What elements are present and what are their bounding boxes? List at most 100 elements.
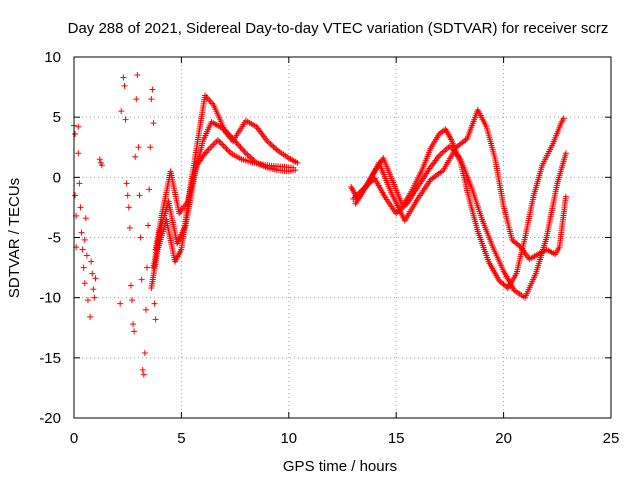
data-point-early-scatter [128, 297, 135, 304]
axis-ticks: 0 5 10 15 20 25 -20 -15 -10 -5 0 5 10 [39, 49, 619, 447]
data-point-early-scatter [123, 180, 130, 187]
x-tick-label: 10 [280, 430, 297, 447]
data-point-early-scatter [80, 264, 87, 271]
data-point-track-5 [437, 151, 444, 158]
y-tick-label: -20 [39, 410, 61, 427]
data-point-track-3 [210, 141, 217, 148]
data-point-track-5 [439, 149, 446, 156]
x-tick-label: 5 [177, 430, 185, 447]
data-point-early-scatter [117, 300, 124, 307]
data-point-early-scatter [81, 280, 88, 287]
data-point-early-scatter [75, 150, 82, 157]
data-point-track-3 [208, 143, 215, 150]
x-tick-label: 20 [495, 430, 512, 447]
data-point-early-scatter [140, 371, 147, 378]
data-points [71, 72, 569, 378]
data-point-early-scatter [139, 366, 146, 373]
data-point-track-5 [440, 148, 447, 155]
data-point-early-scatter [98, 162, 105, 169]
data-point-early-scatter [83, 252, 90, 259]
data-point-early-scatter [127, 282, 134, 289]
plot-frame [73, 56, 612, 419]
data-point-early-scatter [88, 258, 95, 265]
y-tick-label: -5 [48, 230, 61, 247]
data-point-early-scatter [122, 116, 129, 123]
y-tick-label: -10 [39, 290, 61, 307]
data-point-track-2 [268, 142, 275, 149]
data-point-early-scatter [134, 72, 141, 79]
data-point-track-2 [267, 140, 274, 147]
data-point-early-scatter [126, 224, 133, 231]
data-point-early-scatter [76, 180, 83, 187]
data-point-track-2 [270, 143, 277, 150]
data-point-track-3 [290, 164, 297, 171]
data-point-track-6 [562, 193, 569, 200]
data-point-track-1 [237, 144, 244, 151]
data-point-track-5 [442, 147, 449, 154]
x-tick-label: 25 [603, 430, 620, 447]
data-point-early-scatter [84, 297, 91, 304]
data-point-track-1 [238, 145, 245, 152]
data-point-track-3 [219, 141, 226, 148]
data-point-early-scatter [136, 192, 143, 199]
y-tick-label: 0 [53, 169, 61, 186]
data-point-track-2 [294, 159, 301, 166]
data-point-early-scatter [152, 316, 159, 323]
data-point-early-scatter [91, 294, 98, 301]
data-point-early-scatter [92, 275, 99, 282]
data-point-early-scatter [96, 156, 103, 163]
data-point-early-scatter [121, 82, 128, 89]
data-point-early-scatter [141, 350, 148, 357]
data-point-track-3 [205, 146, 212, 153]
y-tick-label: -15 [39, 350, 61, 367]
data-point-early-scatter [81, 236, 88, 243]
data-point-early-scatter [130, 321, 137, 328]
data-point-track-3 [220, 142, 227, 149]
grid-lines [74, 57, 611, 418]
data-point-early-scatter [147, 144, 154, 151]
x-tick-label: 15 [388, 430, 405, 447]
x-tick-label: 0 [70, 430, 78, 447]
data-point-track-1 [244, 151, 251, 158]
data-point-track-3 [216, 138, 223, 145]
data-point-track-3 [223, 145, 230, 152]
chart-title: Day 288 of 2021, Sidereal Day-to-day VTE… [68, 20, 609, 37]
data-point-early-scatter [148, 96, 155, 103]
data-point-track-4 [503, 283, 510, 290]
data-point-track-6 [516, 242, 523, 249]
data-point-early-scatter [144, 264, 151, 271]
data-point-track-2 [265, 139, 272, 146]
data-point-early-scatter [131, 328, 138, 335]
data-point-early-scatter [149, 86, 156, 93]
data-point-track-1 [236, 142, 243, 149]
data-point-early-scatter [75, 123, 82, 130]
data-point-early-scatter [135, 144, 142, 151]
data-point-track-1 [242, 150, 249, 157]
y-tick-label: 10 [44, 49, 61, 66]
y-tick-label: 5 [53, 109, 61, 126]
data-point-early-scatter [79, 246, 86, 253]
data-point-early-scatter [87, 313, 94, 320]
data-point-early-scatter [137, 234, 144, 241]
data-point-track-5 [562, 150, 569, 157]
data-point-track-5 [443, 145, 450, 152]
data-point-track-1 [240, 147, 247, 154]
data-point-early-scatter [118, 108, 125, 115]
data-point-track-3 [224, 147, 231, 154]
data-point-track-3 [222, 144, 229, 151]
data-point-track-3 [207, 144, 214, 151]
data-point-track-2 [271, 145, 278, 152]
data-point-early-scatter [151, 300, 158, 307]
data-point-early-scatter [138, 276, 145, 283]
data-point-early-scatter [120, 74, 127, 81]
data-point-track-3 [217, 139, 224, 146]
data-point-early-scatter [124, 192, 131, 199]
data-point-early-scatter [133, 96, 140, 103]
data-point-early-scatter [77, 204, 84, 211]
data-point-early-scatter [89, 270, 96, 277]
data-point-track-4 [560, 115, 567, 122]
data-point-early-scatter [90, 286, 97, 293]
data-point-early-scatter [125, 204, 132, 211]
data-point-early-scatter [132, 153, 139, 160]
data-point-early-scatter [72, 192, 79, 199]
